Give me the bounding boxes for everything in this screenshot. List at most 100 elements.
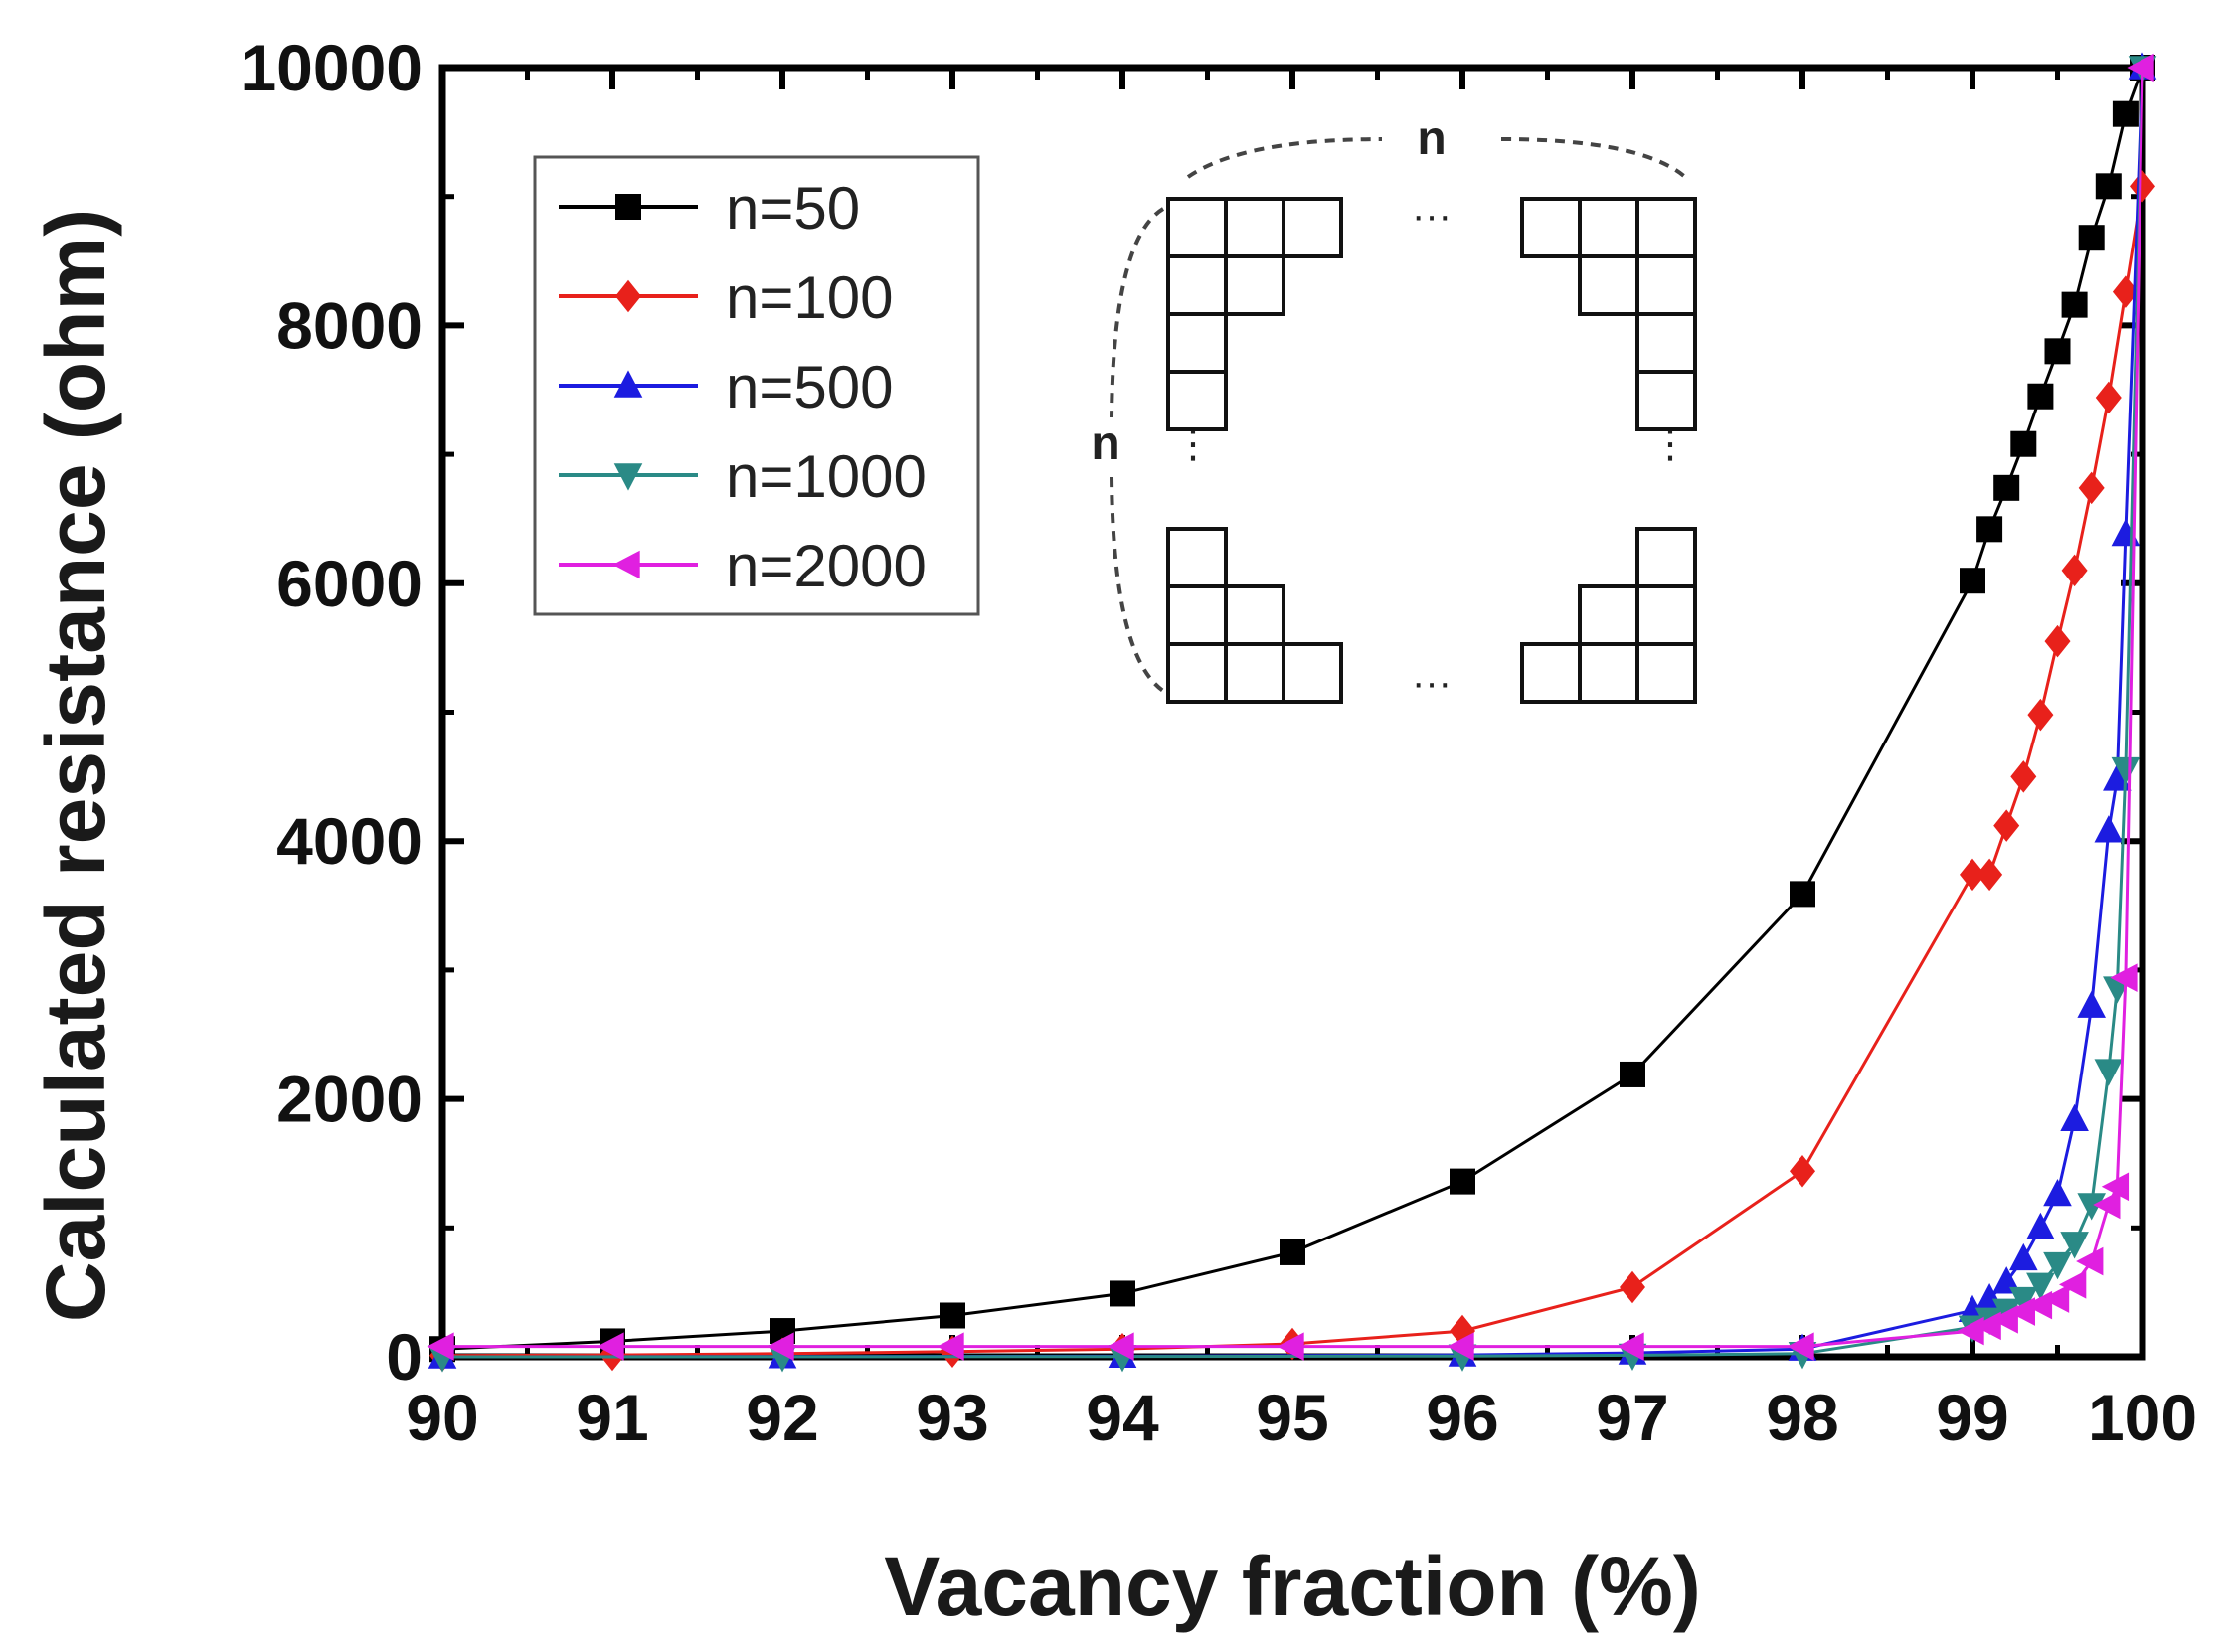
inset-cell — [1578, 642, 1639, 704]
inset-cell — [1635, 642, 1697, 704]
inset-left-bracket-bottom — [1110, 476, 1165, 693]
y-tick-label: 10000 — [240, 31, 423, 104]
y-tick-label: 0 — [386, 1320, 423, 1394]
data-point — [1790, 1154, 1815, 1188]
legend-item: n=100 — [559, 264, 894, 331]
x-tick-label: 95 — [1256, 1381, 1328, 1454]
inset-ellipsis-top: ··· — [1412, 194, 1452, 238]
data-point — [1787, 1332, 1814, 1361]
data-point — [1976, 858, 2003, 892]
data-point — [2026, 1212, 2055, 1239]
data-point — [937, 1332, 964, 1361]
data-point — [2009, 1242, 2038, 1271]
inset-top-bracket-left — [1186, 137, 1383, 179]
legend-marker — [613, 370, 643, 398]
data-point — [2041, 1284, 2070, 1313]
inset-ellipsis-bottom: ··· — [1412, 661, 1452, 705]
inset-grid-top-left — [1166, 197, 1343, 431]
x-tick-label: 93 — [916, 1381, 988, 1454]
inset-cell — [1166, 370, 1228, 431]
y-axis-ticks: 0 2000 4000 6000 8000 10000 — [240, 31, 2142, 1394]
data-point — [2112, 100, 2139, 127]
data-point — [2027, 383, 2054, 410]
data-point — [2061, 554, 2088, 587]
inset-cell — [1578, 584, 1639, 646]
inset-cell — [1635, 370, 1697, 431]
inset-cell — [1282, 197, 1343, 258]
data-point — [2027, 698, 2054, 732]
data-point — [2010, 760, 2037, 793]
data-point — [2009, 1286, 2038, 1315]
inset-grid-bottom-left — [1166, 527, 1343, 704]
data-point — [1993, 474, 2020, 501]
x-tick-label: 100 — [2088, 1381, 2197, 1454]
data-point — [1280, 1239, 1305, 1265]
y-tick-label: 4000 — [276, 804, 423, 878]
data-point — [2130, 170, 2155, 203]
inset-cell — [1166, 584, 1228, 646]
data-point — [2061, 291, 2088, 318]
inset-cell — [1224, 254, 1285, 316]
data-point — [1976, 516, 2003, 543]
legend-marker — [615, 194, 641, 220]
legend-label: n=500 — [726, 354, 894, 420]
inset-staircase-grids — [1166, 197, 1697, 704]
inset-cell — [1282, 642, 1343, 704]
data-point — [2060, 1103, 2089, 1132]
legend-label: n=100 — [726, 264, 894, 331]
inset-cell — [1635, 312, 1697, 374]
data-point — [2043, 1178, 2072, 1207]
legend-item: n=500 — [559, 354, 894, 420]
legend-item: n=1000 — [559, 443, 927, 510]
data-point — [1277, 1332, 1304, 1361]
legend: n=50 n=100 n=500 n=1000 n=2000 — [533, 155, 980, 616]
legend-label: n=50 — [726, 175, 860, 242]
data-point — [1620, 1061, 1645, 1087]
data-point — [1991, 1266, 2021, 1294]
inset-cell — [1224, 584, 1285, 646]
inset-cell — [1224, 642, 1285, 704]
x-tick-label: 91 — [576, 1381, 648, 1454]
data-point — [1107, 1332, 1134, 1361]
inset-cell — [1166, 642, 1228, 704]
inset-cell — [1578, 197, 1639, 258]
inset-top-bracket-right — [1500, 137, 1687, 179]
data-point — [2094, 815, 2124, 843]
data-point — [2044, 624, 2071, 658]
data-point — [2010, 430, 2037, 457]
data-point — [2112, 275, 2139, 308]
data-point — [940, 1302, 965, 1329]
inset-cell — [1635, 584, 1697, 646]
legend-marker — [615, 279, 641, 313]
x-tick-label: 98 — [1766, 1381, 1838, 1454]
legend-items: n=50 n=100 n=500 n=1000 n=2000 — [559, 175, 927, 599]
x-tick-label: 92 — [746, 1381, 818, 1454]
inset-cell — [1635, 527, 1697, 588]
inset-label-n-left: n — [1091, 417, 1119, 470]
inset-cell — [1166, 197, 1228, 258]
data-point — [2094, 1059, 2124, 1086]
legend-item: n=50 — [559, 175, 860, 242]
data-point — [2044, 338, 2071, 365]
data-point — [1620, 1270, 1645, 1304]
data-point — [2077, 990, 2106, 1018]
data-point — [2077, 1193, 2106, 1221]
inset-cell — [1166, 527, 1228, 588]
inset-cell — [1166, 312, 1228, 374]
data-point — [2111, 756, 2141, 785]
data-point — [2059, 1270, 2087, 1299]
inset-grid-bottom-right — [1520, 527, 1697, 704]
data-point — [1617, 1332, 1644, 1361]
data-point — [1960, 568, 1985, 594]
legend-label: n=2000 — [726, 533, 927, 599]
data-point — [1960, 858, 1985, 892]
x-tick-label: 94 — [1086, 1381, 1159, 1454]
x-axis-title: Vacancy fraction (%) — [884, 1540, 1701, 1633]
y-axis-title: Calculated resistance (ohm) — [29, 209, 122, 1322]
legend-label: n=1000 — [726, 443, 927, 510]
legend-item: n=2000 — [559, 533, 927, 599]
data-point — [2043, 1251, 2072, 1280]
data-point — [2110, 963, 2138, 992]
y-tick-label: 2000 — [276, 1063, 423, 1136]
